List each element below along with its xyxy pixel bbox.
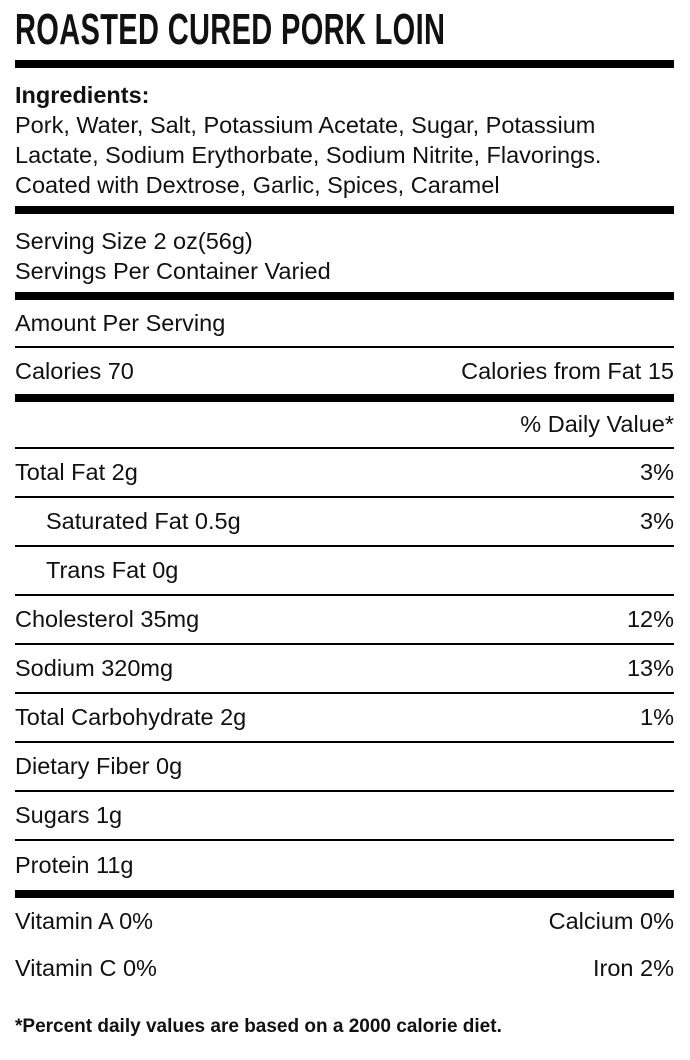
nutrient-name: Trans Fat 0g <box>46 557 179 583</box>
nutrient-name: Dietary Fiber 0g <box>15 753 183 779</box>
nutrient-row-sodium: Sodium 320mg 13% <box>15 645 674 694</box>
serving-section: Serving Size 2 oz(56g) Servings Per Cont… <box>15 214 674 292</box>
nutrient-daily-value: 1% <box>640 704 674 730</box>
nutrient-name: Saturated Fat 0.5g <box>46 508 241 534</box>
nutrient-name: Total Carbohydrate 2g <box>15 704 247 730</box>
thick-divider <box>15 206 674 214</box>
calories-from-fat-value: Calories from Fat 15 <box>461 357 674 384</box>
vitamin-c-value: Vitamin C 0% <box>15 954 157 981</box>
calories-value: Calories 70 <box>15 357 134 384</box>
amount-per-serving-row: Amount Per Serving <box>15 300 674 348</box>
nutrient-daily-value: 12% <box>626 606 674 632</box>
nutrient-row-dietary-fiber: Dietary Fiber 0g <box>15 743 674 792</box>
calories-row: Calories 70 Calories from Fat 15 <box>15 348 674 394</box>
nutrient-row-saturated-fat: Saturated Fat 0.5g 3% <box>15 498 674 547</box>
nutrient-row-sugars: Sugars 1g <box>15 792 674 841</box>
nutrient-name: Sugars 1g <box>15 802 123 828</box>
thick-divider <box>15 890 674 898</box>
ingredients-section: Ingredients: Pork, Water, Salt, Potassiu… <box>15 68 674 206</box>
product-title: ROASTED CURED PORK LOIN <box>15 5 446 54</box>
thick-divider <box>15 60 674 68</box>
vitamin-row: Vitamin C 0% Iron 2% <box>15 944 674 992</box>
thick-divider <box>15 292 674 300</box>
daily-value-footnote: *Percent daily values are based on a 200… <box>15 1016 502 1037</box>
nutrient-row-trans-fat: Trans Fat 0g <box>15 547 674 596</box>
nutrient-name: Cholesterol 35mg <box>15 606 200 632</box>
vitamin-a-value: Vitamin A 0% <box>15 907 154 934</box>
nutrient-row-protein: Protein 11g <box>15 841 674 890</box>
ingredients-heading: Ingredients: <box>15 82 150 108</box>
nutrient-daily-value: 3% <box>640 459 674 485</box>
nutrient-daily-value: 3% <box>640 508 674 534</box>
nutrient-name: Total Fat 2g <box>15 459 138 485</box>
nutrient-name: Protein 11g <box>15 852 134 878</box>
ingredients-text: Pork, Water, Salt, Potassium Acetate, Su… <box>15 112 602 198</box>
iron-value: Iron 2% <box>593 954 674 981</box>
vitamin-row: Vitamin A 0% Calcium 0% <box>15 898 674 944</box>
calcium-value: Calcium 0% <box>548 907 674 934</box>
daily-value-header-row: % Daily Value* <box>15 402 674 449</box>
daily-value-header: % Daily Value* <box>520 411 674 437</box>
nutrient-row-total-fat: Total Fat 2g 3% <box>15 449 674 498</box>
nutrient-name: Sodium 320mg <box>15 655 174 681</box>
amount-per-serving-label: Amount Per Serving <box>15 309 226 336</box>
nutrient-daily-value: 13% <box>626 655 674 681</box>
nutrient-row-cholesterol: Cholesterol 35mg 12% <box>15 596 674 645</box>
servings-per-container: Servings Per Container Varied <box>15 258 331 284</box>
thick-divider <box>15 394 674 402</box>
serving-size: Serving Size 2 oz(56g) <box>15 228 253 254</box>
nutrient-row-total-carbohydrate: Total Carbohydrate 2g 1% <box>15 694 674 743</box>
